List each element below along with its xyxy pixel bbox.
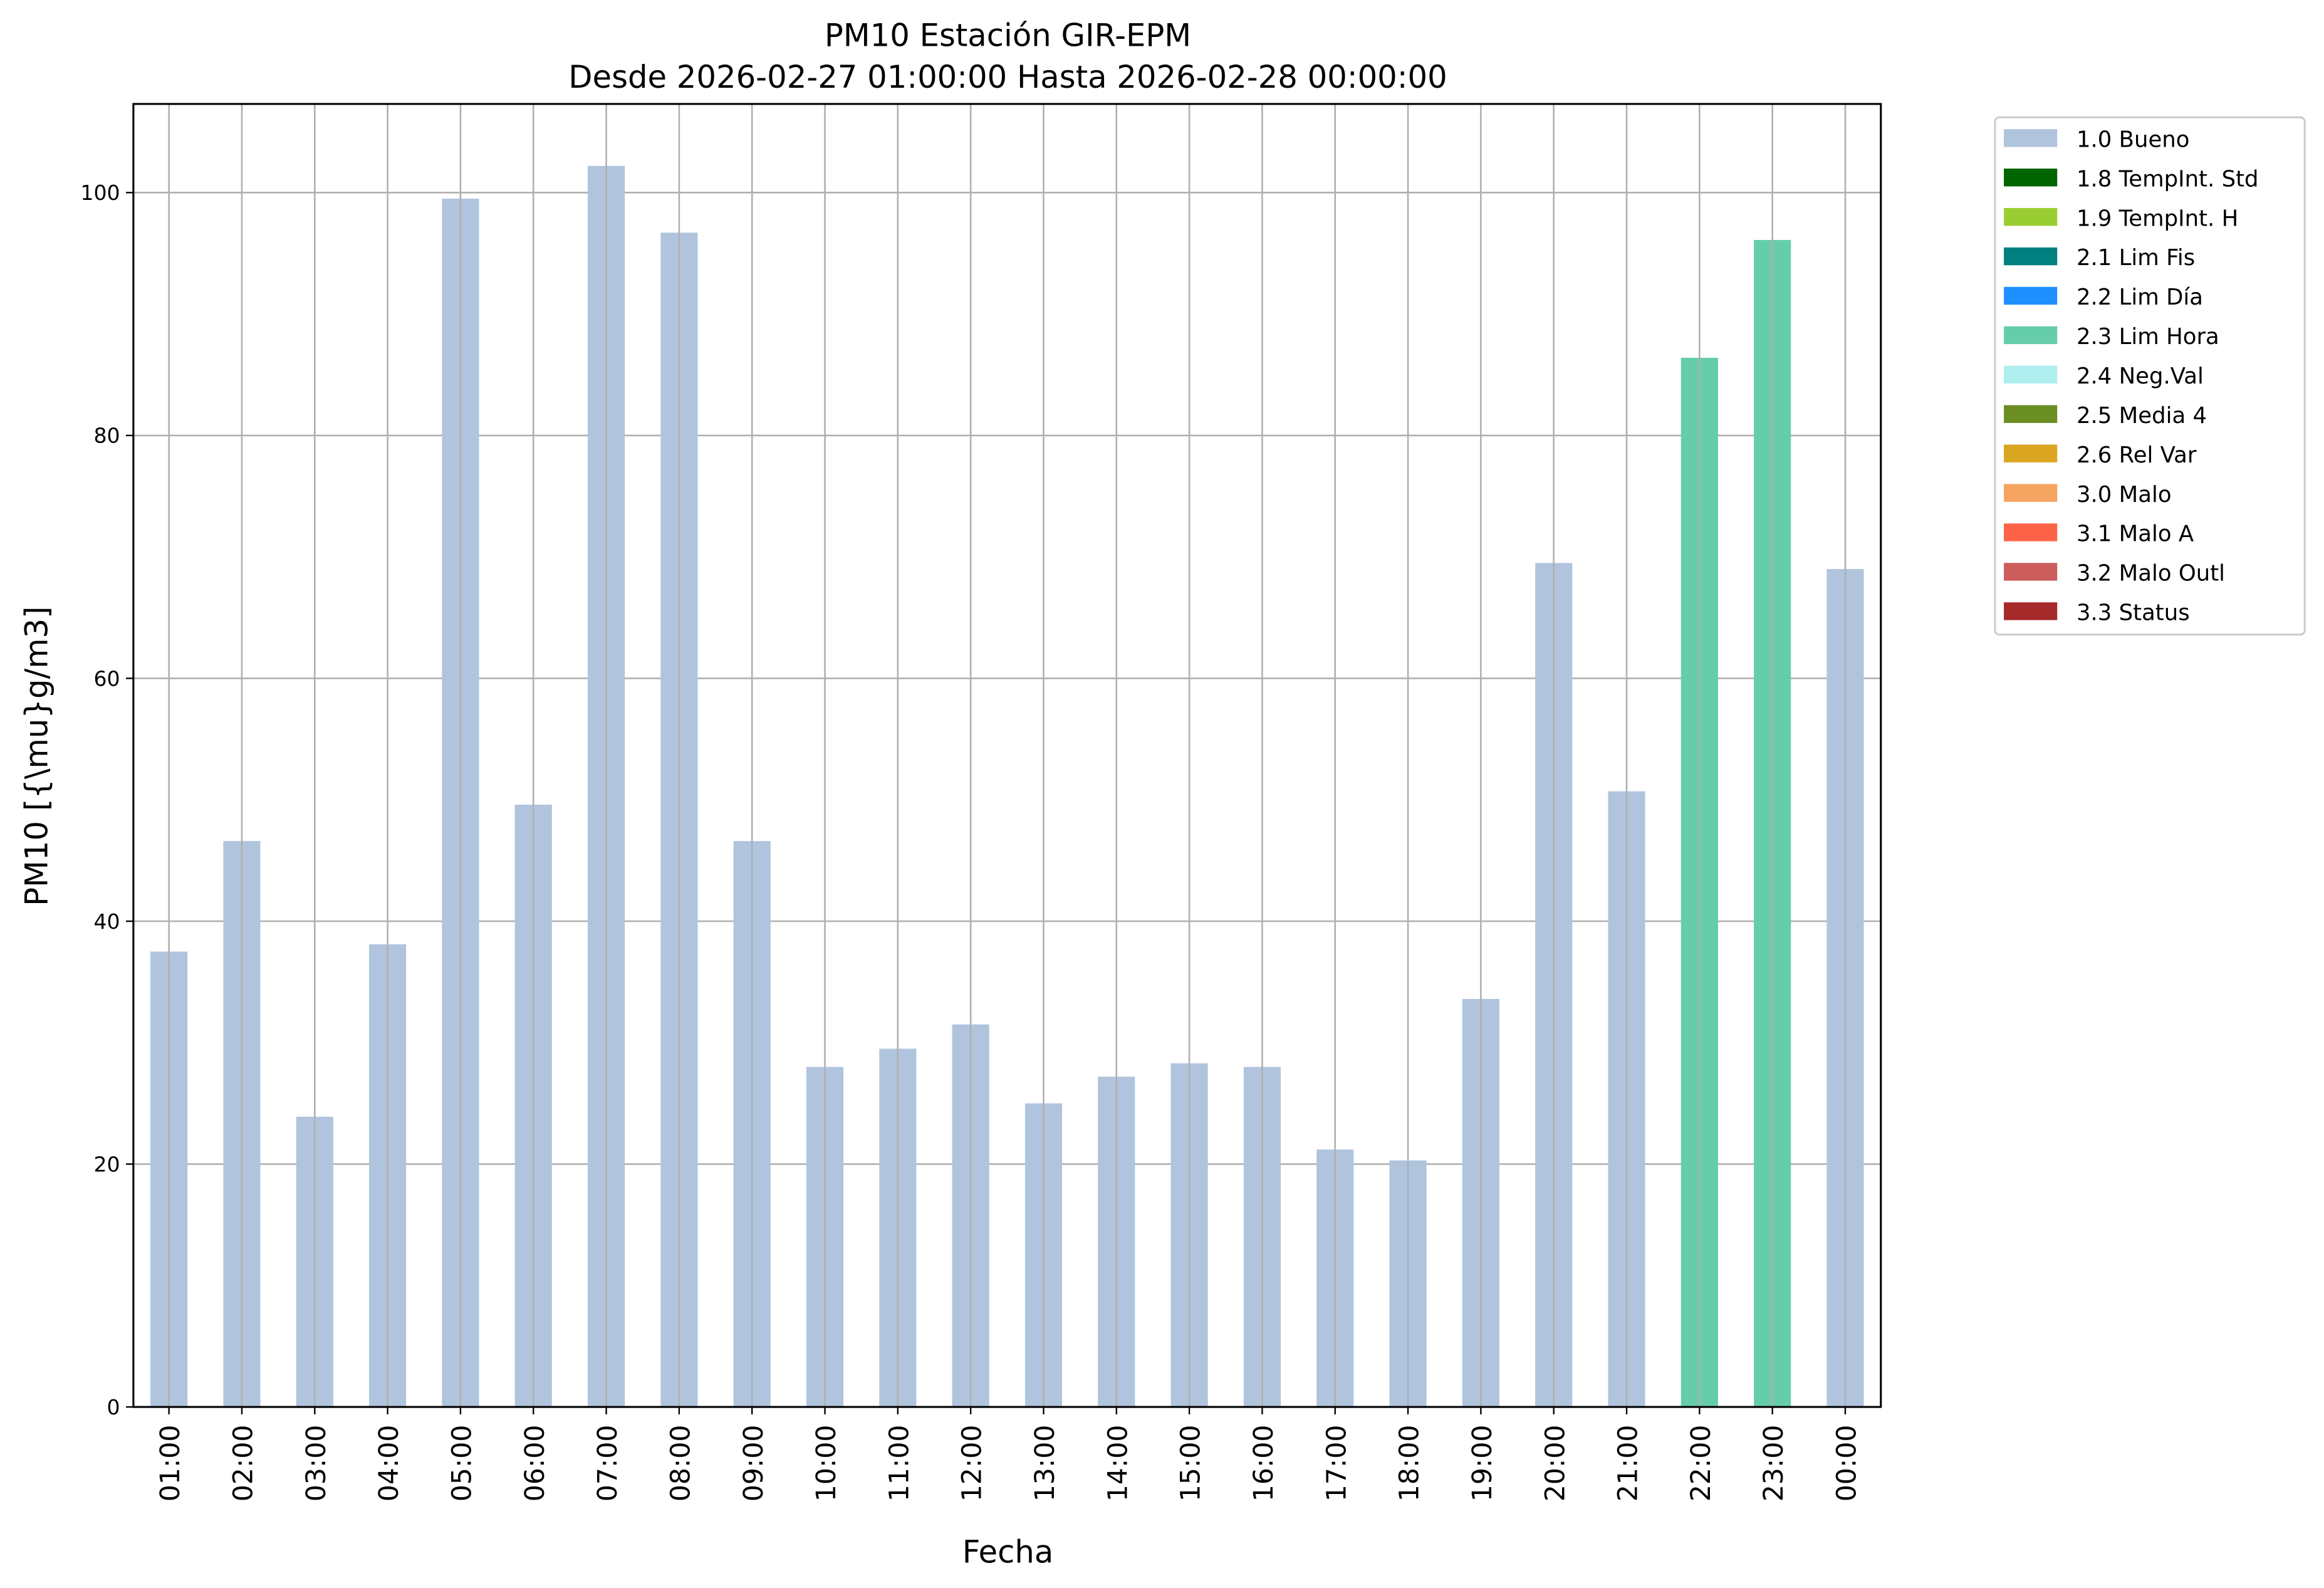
x-tick-label: 15:00 bbox=[1175, 1424, 1207, 1502]
x-tick-label: 00:00 bbox=[1832, 1424, 1863, 1502]
legend-swatch bbox=[2004, 523, 2058, 541]
x-tick-label: 23:00 bbox=[1758, 1424, 1790, 1502]
x-axis: 01:00 02:00 03:00 04:00 05:00 06:00 07:00 08:00… bbox=[155, 1407, 1863, 1502]
x-tick-label: 08:00 bbox=[665, 1424, 696, 1502]
x-tick-label: 13:00 bbox=[1029, 1424, 1061, 1502]
legend-swatch bbox=[2004, 207, 2058, 226]
x-tick-label: 14:00 bbox=[1102, 1424, 1133, 1502]
x-tick-label: 12:00 bbox=[957, 1424, 988, 1502]
chart-subtitle: Desde 2026-02-27 01:00:00 Hasta 2026-02-… bbox=[568, 59, 1447, 95]
x-tick-label: 01:00 bbox=[155, 1424, 186, 1502]
x-tick-label: 19:00 bbox=[1467, 1424, 1498, 1502]
x-tick-label: 07:00 bbox=[592, 1424, 623, 1502]
legend-label: 3.3 Status bbox=[2076, 600, 2190, 626]
legend-label: 2.6 Rel Var bbox=[2076, 442, 2197, 468]
legend-label: 1.9 TempInt. H bbox=[2076, 206, 2238, 231]
x-tick-label: 11:00 bbox=[883, 1424, 915, 1502]
y-axis-label: PM10 [{\mu}g/m3] bbox=[19, 606, 55, 906]
legend-swatch bbox=[2004, 405, 2058, 423]
y-tick-label: 100 bbox=[80, 180, 120, 205]
x-tick-label: 03:00 bbox=[301, 1424, 332, 1502]
x-tick-label: 05:00 bbox=[446, 1424, 477, 1502]
x-axis-label: Fecha bbox=[962, 1533, 1054, 1570]
legend-box bbox=[1994, 116, 2306, 636]
legend-swatch bbox=[2004, 326, 2058, 345]
legend-label: 2.1 Lim Fis bbox=[2076, 245, 2195, 271]
legend: 1.0 Bueno 1.8 TempInt. Std 1.9 TempInt. H 2… bbox=[1994, 116, 2306, 636]
x-tick-label: 06:00 bbox=[519, 1424, 551, 1502]
legend-swatch bbox=[2004, 484, 2058, 502]
legend-swatch bbox=[2004, 365, 2058, 384]
legend-label: 2.4 Neg.Val bbox=[2076, 363, 2204, 389]
legend-swatch bbox=[2004, 169, 2058, 187]
x-tick-label: 16:00 bbox=[1248, 1424, 1279, 1502]
x-tick-label: 21:00 bbox=[1613, 1424, 1644, 1502]
legend-label: 2.5 Media 4 bbox=[2076, 403, 2207, 429]
legend-label: 3.0 Malo bbox=[2076, 482, 2172, 508]
x-tick-label: 10:00 bbox=[811, 1424, 842, 1502]
legend-swatch bbox=[2004, 563, 2058, 581]
plot-frame bbox=[132, 103, 1882, 1408]
y-axis: 0 20 40 60 80 100 bbox=[80, 180, 133, 1419]
legend-swatch bbox=[2004, 247, 2058, 266]
x-tick-label: 18:00 bbox=[1394, 1424, 1425, 1502]
legend-label: 3.2 Malo Outl bbox=[2076, 561, 2225, 587]
chart-title: PM10 Estación GIR-EPM bbox=[825, 18, 1191, 54]
legend-label: 2.2 Lim Día bbox=[2076, 285, 2203, 310]
legend-label: 1.8 TempInt. Std bbox=[2076, 166, 2259, 192]
legend-swatch bbox=[2004, 286, 2058, 305]
x-tick-label: 22:00 bbox=[1686, 1424, 1717, 1502]
x-tick-label: 04:00 bbox=[373, 1424, 405, 1502]
legend-label: 2.3 Lim Hora bbox=[2076, 324, 2219, 350]
y-tick-label: 0 bbox=[107, 1395, 120, 1419]
x-tick-label: 17:00 bbox=[1321, 1424, 1352, 1502]
legend-swatch bbox=[2004, 129, 2058, 147]
x-tick-label: 09:00 bbox=[738, 1424, 769, 1502]
legend-label: 3.1 Malo A bbox=[2076, 521, 2194, 547]
y-tick-label: 60 bbox=[93, 666, 120, 691]
legend-label: 1.0 Bueno bbox=[2076, 127, 2190, 152]
y-tick-label: 20 bbox=[93, 1152, 120, 1176]
y-tick-label: 80 bbox=[93, 424, 120, 448]
bars bbox=[150, 103, 1864, 1408]
legend-swatch bbox=[2004, 602, 2058, 620]
x-tick-label: 20:00 bbox=[1540, 1424, 1571, 1502]
y-tick-label: 40 bbox=[93, 909, 120, 934]
legend-swatch bbox=[2004, 444, 2058, 462]
x-tick-label: 02:00 bbox=[228, 1424, 259, 1502]
